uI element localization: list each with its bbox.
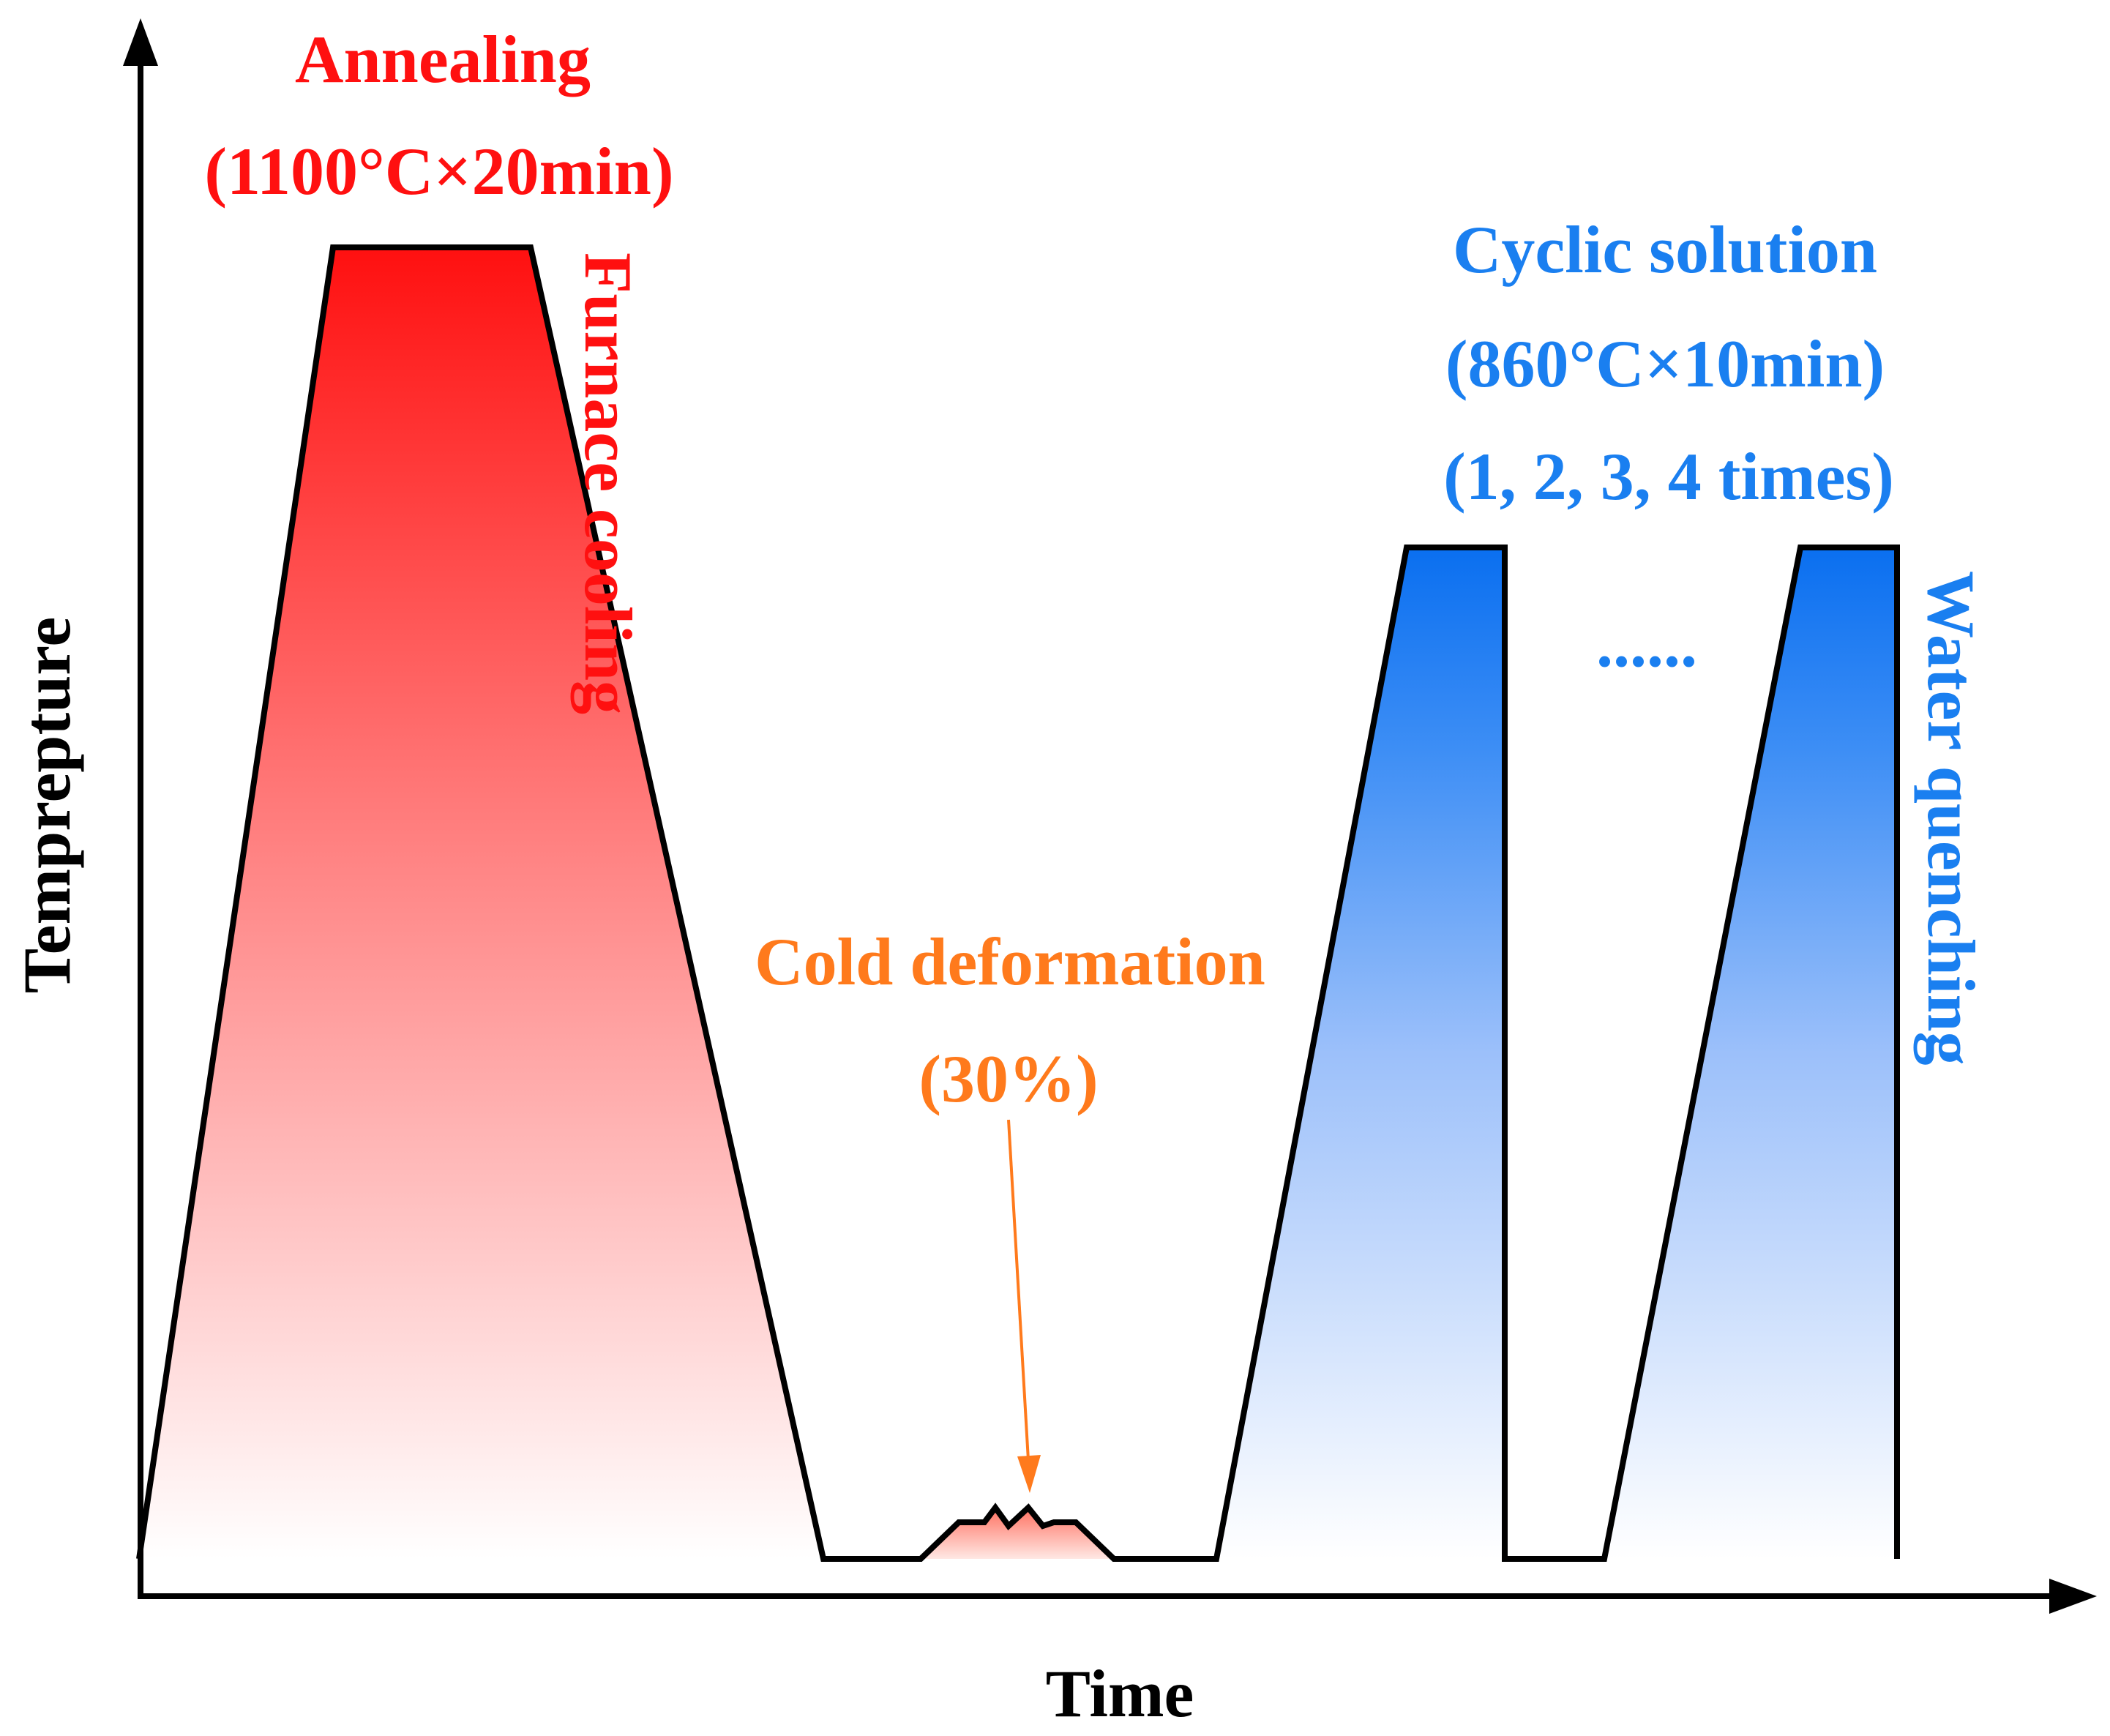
solution-cycle-n-fill <box>1604 547 1897 1559</box>
deformation-arrow <box>1007 1119 1030 1461</box>
water-quenching-label: Water quenching <box>1914 571 1989 1066</box>
furnace-cooling-label: Furnace cooling <box>571 252 646 714</box>
x-axis-arrow-icon <box>2049 1579 2097 1614</box>
annealing-fill <box>139 247 823 1559</box>
cycle-ellipsis: ...... <box>1596 606 1697 681</box>
deformation-fill <box>921 1508 1114 1559</box>
annealing-condition: (1100°C×20min) <box>204 134 673 209</box>
cold-deformation-amount: (30%) <box>919 1041 1098 1116</box>
annealing-title: Annealing <box>295 22 591 97</box>
y-axis-arrow-icon <box>123 18 158 66</box>
cyclic-solution-title: Cyclic solution <box>1453 212 1877 287</box>
solution-cycle-1-fill <box>1216 547 1505 1559</box>
cyclic-solution-repeats: (1, 2, 3, 4 times) <box>1443 439 1894 514</box>
cold-deformation-title: Cold deformation <box>755 924 1265 999</box>
y-axis-label: Temprepture <box>10 617 84 994</box>
temperature-profile-line <box>136 244 1900 1562</box>
x-axis-label: Time <box>1046 1656 1194 1731</box>
cyclic-solution-condition: (860°C×10min) <box>1445 326 1885 401</box>
deformation-arrow-head-icon <box>1017 1455 1041 1493</box>
